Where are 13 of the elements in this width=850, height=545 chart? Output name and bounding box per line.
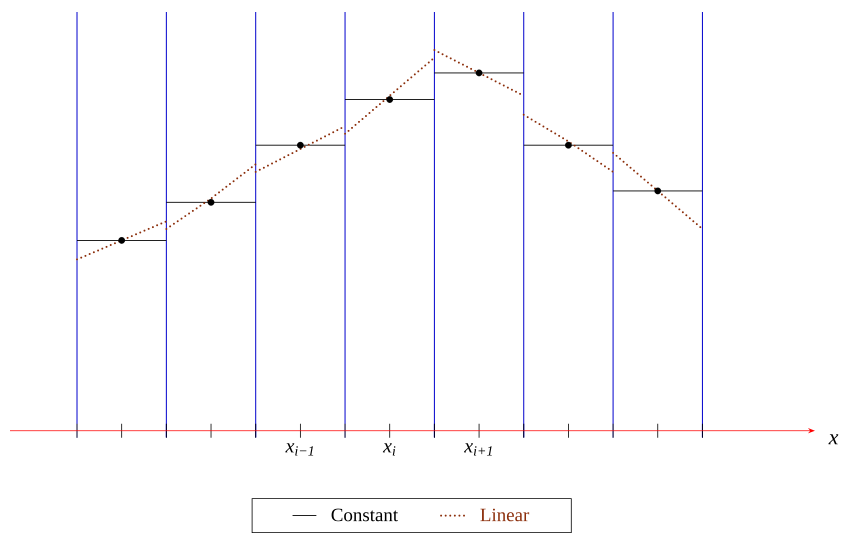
- point: [208, 198, 214, 206]
- point: [476, 70, 482, 76]
- x-axis-title: x: [828, 434, 838, 444]
- point: [565, 142, 572, 149]
- point: [654, 188, 662, 194]
- legend-label: Constant: [332, 508, 398, 522]
- x-tick-label: x$_{i−1}$: [285, 443, 314, 456]
- point: [118, 237, 126, 244]
- legend-label: Linear: [480, 508, 530, 522]
- x-tick-label: x$_{i+1}$: [464, 443, 492, 456]
- point: [296, 142, 304, 149]
- point: [386, 96, 394, 103]
- x-tick-label: x$_{i}$: [382, 443, 396, 456]
